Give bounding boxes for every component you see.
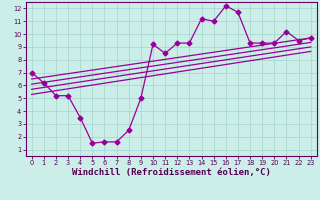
X-axis label: Windchill (Refroidissement éolien,°C): Windchill (Refroidissement éolien,°C) bbox=[72, 168, 271, 177]
